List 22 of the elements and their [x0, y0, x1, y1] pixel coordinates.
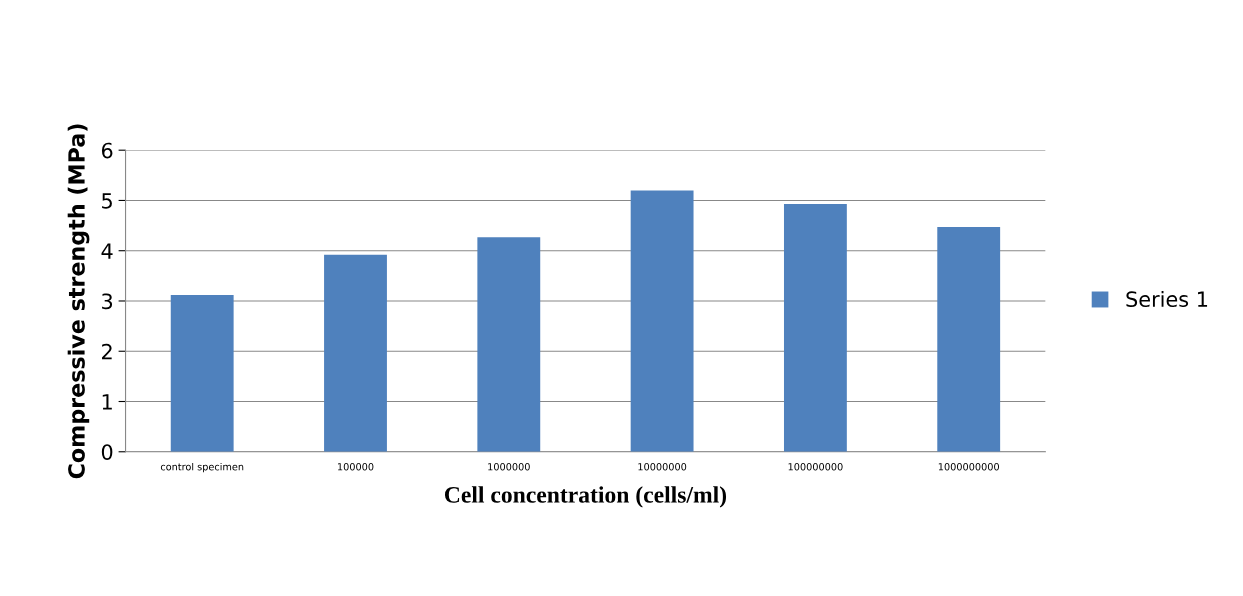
y-axis-title: Compressive strength (MPa)	[67, 124, 90, 479]
x-tick-label: 100000000	[788, 463, 843, 471]
y-tick-label: 4	[101, 243, 113, 259]
y-tick-label: 5	[102, 193, 112, 209]
y-tick-label: 1	[102, 394, 112, 410]
bar	[937, 227, 1001, 452]
x-tick-label: 1000000000	[938, 463, 999, 471]
bar	[170, 294, 234, 452]
bar	[783, 203, 847, 452]
y-tick-label: 3	[102, 293, 113, 310]
bar	[324, 254, 387, 452]
y-tick-label: 6	[101, 142, 113, 159]
legend-label: Series 1	[1126, 290, 1208, 308]
x-axis-title: Cell concentration (cells/ml)	[444, 486, 727, 508]
x-tick-label: 1000000	[488, 463, 530, 471]
y-tick-label: 2	[102, 343, 112, 360]
x-tick-label: 100000	[338, 463, 374, 471]
bar	[630, 190, 694, 452]
bar	[477, 237, 541, 452]
y-tick-label: 0	[101, 444, 113, 460]
x-tick-label: control specimen	[160, 462, 244, 473]
x-tick-label: 10000000	[638, 463, 687, 471]
